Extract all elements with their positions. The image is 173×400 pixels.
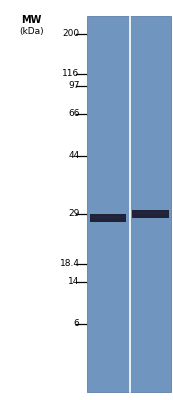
Bar [132,210,169,218]
Text: MW: MW [21,15,41,25]
Text: 44: 44 [68,152,80,160]
Text: (kDa): (kDa) [19,27,43,36]
Text: 116: 116 [62,70,80,78]
Text: 6: 6 [74,320,80,328]
Bar [86,16,171,392]
Text: 200: 200 [62,30,80,38]
Text: 14: 14 [68,278,80,286]
Bar [90,214,126,222]
Bar [92,216,125,218]
Text: 66: 66 [68,110,80,118]
Text: 18.4: 18.4 [60,260,80,268]
Text: 97: 97 [68,82,80,90]
Bar [134,212,167,214]
Text: 29: 29 [68,210,80,218]
